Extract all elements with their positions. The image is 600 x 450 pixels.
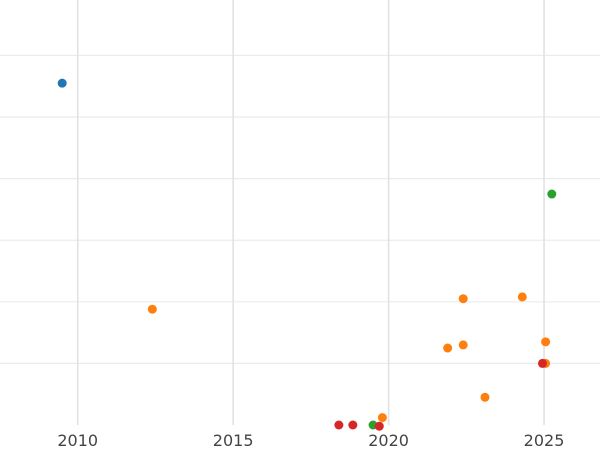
x-tick-label-2020: 2020: [368, 431, 409, 450]
point-series2-0: [547, 189, 557, 199]
data-points: [57, 78, 557, 431]
point-series3-1: [348, 420, 358, 430]
point-series1-7: [541, 337, 551, 347]
point-series1-3: [458, 294, 468, 304]
point-series3-2: [374, 421, 384, 431]
point-series0-0: [57, 78, 67, 88]
point-series3-3: [537, 358, 547, 368]
x-tick-label-2015: 2015: [213, 431, 254, 450]
x-tick-label-2025: 2025: [524, 431, 565, 450]
point-series3-0: [334, 420, 344, 430]
x-gridlines: [76, 0, 545, 425]
point-series1-5: [480, 392, 490, 402]
point-series1-1: [377, 413, 387, 423]
x-tick-labels: 2010 2015 2020 2025: [57, 431, 564, 450]
y-gridlines: [0, 54, 600, 365]
point-series1-0: [147, 304, 157, 314]
point-series1-6: [517, 292, 527, 302]
x-tick-label-2010: 2010: [57, 431, 98, 450]
point-series1-4: [458, 340, 468, 350]
point-series1-2: [443, 343, 453, 353]
